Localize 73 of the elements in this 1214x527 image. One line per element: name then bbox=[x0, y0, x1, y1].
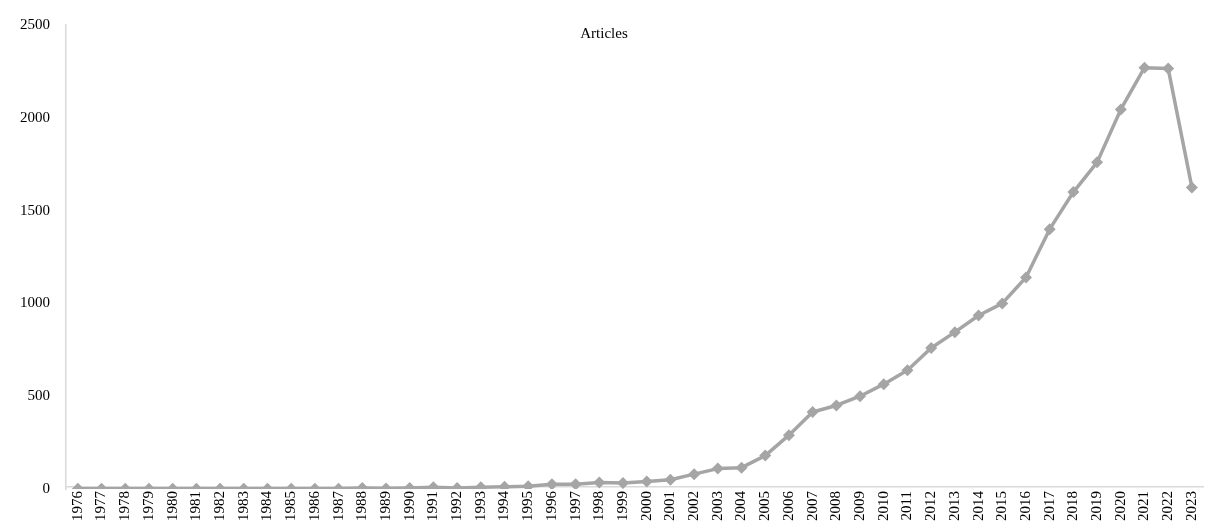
x-tick-label: 2015 bbox=[993, 491, 1010, 521]
x-tick-label: 2019 bbox=[1088, 491, 1105, 521]
x-tick-label: 2001 bbox=[661, 491, 678, 521]
x-tick-label: 1980 bbox=[163, 491, 180, 521]
x-tick-label: 1987 bbox=[329, 490, 346, 521]
y-tick-label: 1000 bbox=[20, 294, 50, 311]
x-tick-label: 1984 bbox=[258, 490, 275, 521]
point bbox=[1019, 271, 1032, 284]
point bbox=[806, 405, 819, 418]
x-tick-label: 2018 bbox=[1064, 491, 1081, 521]
x-tick-label: 1994 bbox=[495, 490, 512, 521]
point bbox=[1067, 186, 1080, 199]
x-tick-label: 1981 bbox=[187, 491, 204, 521]
x-tick-label: 1998 bbox=[590, 491, 607, 521]
x-tick-label: 1988 bbox=[353, 491, 370, 521]
x-tick-label: 2017 bbox=[1040, 490, 1057, 521]
x-tick-label: 2003 bbox=[708, 491, 725, 521]
x-tick-label: 1995 bbox=[519, 491, 536, 521]
x-tick-label: 2006 bbox=[779, 490, 796, 521]
point bbox=[948, 326, 961, 339]
x-tick-label: 2022 bbox=[1159, 491, 1176, 521]
x-tick-label: 1989 bbox=[376, 491, 393, 521]
x-tick-label: 1977 bbox=[92, 490, 109, 521]
x-tick-label: 2004 bbox=[732, 490, 749, 521]
point bbox=[1043, 223, 1056, 236]
point bbox=[1185, 181, 1198, 194]
x-tick-label: 1979 bbox=[139, 491, 156, 521]
x-tick-label: 1976 bbox=[68, 490, 85, 521]
x-tick-label: 2013 bbox=[945, 491, 962, 521]
y-tick-label: 500 bbox=[27, 387, 50, 404]
x-tick-label: 1993 bbox=[471, 491, 488, 521]
point bbox=[901, 364, 914, 377]
x-tick-label: 2016 bbox=[1016, 490, 1033, 521]
point bbox=[854, 390, 867, 403]
x-tick-label: 2008 bbox=[827, 491, 844, 521]
point bbox=[664, 473, 677, 486]
point bbox=[1091, 156, 1104, 169]
x-tick-label: 2012 bbox=[922, 491, 939, 521]
x-tick-label: 1983 bbox=[234, 491, 251, 521]
x-tick-label: 2007 bbox=[803, 490, 820, 521]
x-tick-label: 2009 bbox=[850, 491, 867, 521]
point bbox=[972, 309, 985, 322]
point bbox=[925, 341, 938, 354]
x-tick-label: 1992 bbox=[448, 491, 465, 521]
x-tick-label: 2000 bbox=[637, 491, 654, 521]
x-tick-label: 1978 bbox=[116, 491, 133, 521]
y-tick-label: 0 bbox=[42, 479, 50, 496]
x-tick-label: 1986 bbox=[305, 490, 322, 521]
x-tick-label: 2020 bbox=[1111, 491, 1128, 521]
y-tick-label: 2000 bbox=[20, 108, 50, 125]
point bbox=[877, 378, 890, 391]
x-tick-label: 2011 bbox=[898, 491, 915, 521]
x-tick-label: 2005 bbox=[756, 491, 773, 521]
point bbox=[782, 429, 795, 442]
point bbox=[759, 449, 772, 462]
y-tick-label: 2500 bbox=[20, 15, 50, 32]
x-tick-label: 1990 bbox=[400, 491, 417, 521]
x-tick-label: 1997 bbox=[566, 490, 583, 521]
x-tick-label: 1991 bbox=[424, 491, 441, 521]
point bbox=[1114, 103, 1127, 116]
x-tick-label: 2014 bbox=[969, 490, 986, 521]
x-tick-label: 2010 bbox=[874, 491, 891, 521]
x-tick-label: 2002 bbox=[685, 491, 702, 521]
point bbox=[996, 297, 1009, 310]
x-tick-label: 1996 bbox=[542, 490, 559, 521]
x-tick-label: 1985 bbox=[282, 491, 299, 521]
x-tick-label: 1982 bbox=[211, 491, 228, 521]
x-tick-label: 2021 bbox=[1135, 491, 1152, 521]
x-tick-label: 1999 bbox=[613, 491, 630, 521]
point bbox=[830, 399, 843, 412]
y-tick-label: 1500 bbox=[20, 201, 50, 218]
x-tick-label: 2023 bbox=[1182, 491, 1199, 521]
chart-title: Articles bbox=[580, 24, 628, 41]
